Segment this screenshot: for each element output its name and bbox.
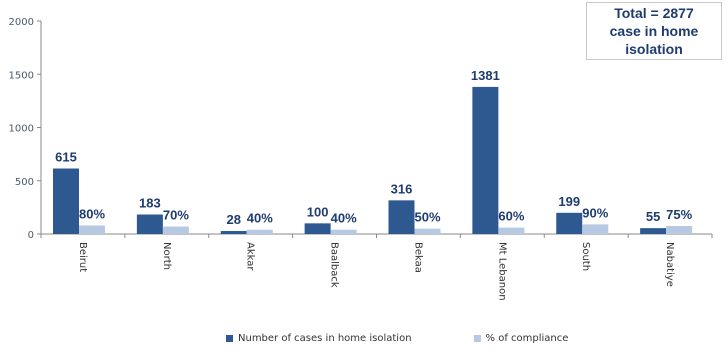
legend-swatch-cases bbox=[226, 335, 233, 342]
data-label-compliance: 50% bbox=[414, 210, 440, 225]
data-label-cases: 1381 bbox=[471, 68, 500, 83]
bar-compliance bbox=[414, 228, 441, 234]
total-annotation-box: Total = 2877 case in home isolation bbox=[586, 2, 722, 60]
data-label-cases: 183 bbox=[139, 196, 161, 211]
bar-compliance bbox=[246, 229, 273, 234]
data-label-compliance: 40% bbox=[331, 211, 357, 226]
bar-cases bbox=[304, 223, 331, 234]
y-tick-label: 0 bbox=[28, 230, 34, 241]
data-label-compliance: 75% bbox=[666, 207, 692, 222]
category-label: Akkar bbox=[245, 242, 256, 271]
y-tick-label: 1500 bbox=[9, 70, 34, 81]
bar-compliance bbox=[79, 225, 105, 234]
y-tick-label: 2000 bbox=[9, 17, 34, 28]
legend-swatch-compliance bbox=[473, 335, 481, 342]
bar-cases bbox=[472, 86, 499, 235]
data-label-cases: 316 bbox=[391, 181, 413, 196]
data-label-cases: 615 bbox=[55, 150, 77, 165]
data-label-cases: 100 bbox=[307, 204, 329, 219]
data-label-compliance: 70% bbox=[163, 208, 189, 223]
category-label: North bbox=[161, 242, 172, 270]
bar-compliance bbox=[666, 226, 693, 234]
data-label-cases: 199 bbox=[558, 194, 580, 209]
data-label-compliance: 80% bbox=[79, 206, 105, 221]
y-axis: 0 500 1000 1500 2000 bbox=[9, 17, 42, 241]
data-label-cases: 55 bbox=[646, 209, 660, 224]
bar-compliance bbox=[498, 227, 525, 234]
y-tick-label: 1000 bbox=[9, 124, 34, 135]
x-axis bbox=[40, 233, 713, 238]
legend-label-cases: Number of cases in home isolation bbox=[238, 333, 412, 344]
bar-compliance bbox=[162, 226, 189, 234]
bar-compliance bbox=[330, 229, 357, 234]
data-label-compliance: 90% bbox=[582, 205, 608, 220]
bars bbox=[53, 86, 693, 235]
bar-cases bbox=[53, 168, 79, 234]
legend-label-compliance: % of compliance bbox=[485, 333, 569, 344]
data-label-compliance: 40% bbox=[247, 211, 273, 226]
category-label: Baalback bbox=[329, 242, 340, 288]
category-label: Bekaa bbox=[412, 242, 423, 273]
bar-cases bbox=[136, 214, 163, 234]
category-label: South bbox=[580, 242, 591, 271]
legend-item-compliance: % of compliance bbox=[473, 333, 569, 344]
category-label: Nabatiye bbox=[664, 242, 675, 287]
bar-cases bbox=[640, 228, 667, 234]
category-labels: Beirut North Akkar Baalback Bekaa Mt Lebanon S… bbox=[77, 242, 675, 301]
category-label: Beirut bbox=[77, 242, 88, 272]
bar-cases bbox=[388, 200, 415, 234]
legend: Number of cases in home isolation % of c… bbox=[226, 333, 568, 344]
category-label: Mt Lebanon bbox=[496, 242, 507, 301]
legend-item-cases: Number of cases in home isolation bbox=[226, 333, 412, 344]
data-label-cases: 28 bbox=[227, 212, 241, 227]
bar-compliance bbox=[582, 224, 609, 234]
bar-cases bbox=[220, 231, 247, 234]
data-label-compliance: 60% bbox=[498, 209, 524, 224]
total-annotation: Total = 2877 case in home isolation bbox=[609, 5, 699, 57]
bar-cases bbox=[556, 212, 583, 234]
y-tick-label: 500 bbox=[15, 177, 34, 188]
